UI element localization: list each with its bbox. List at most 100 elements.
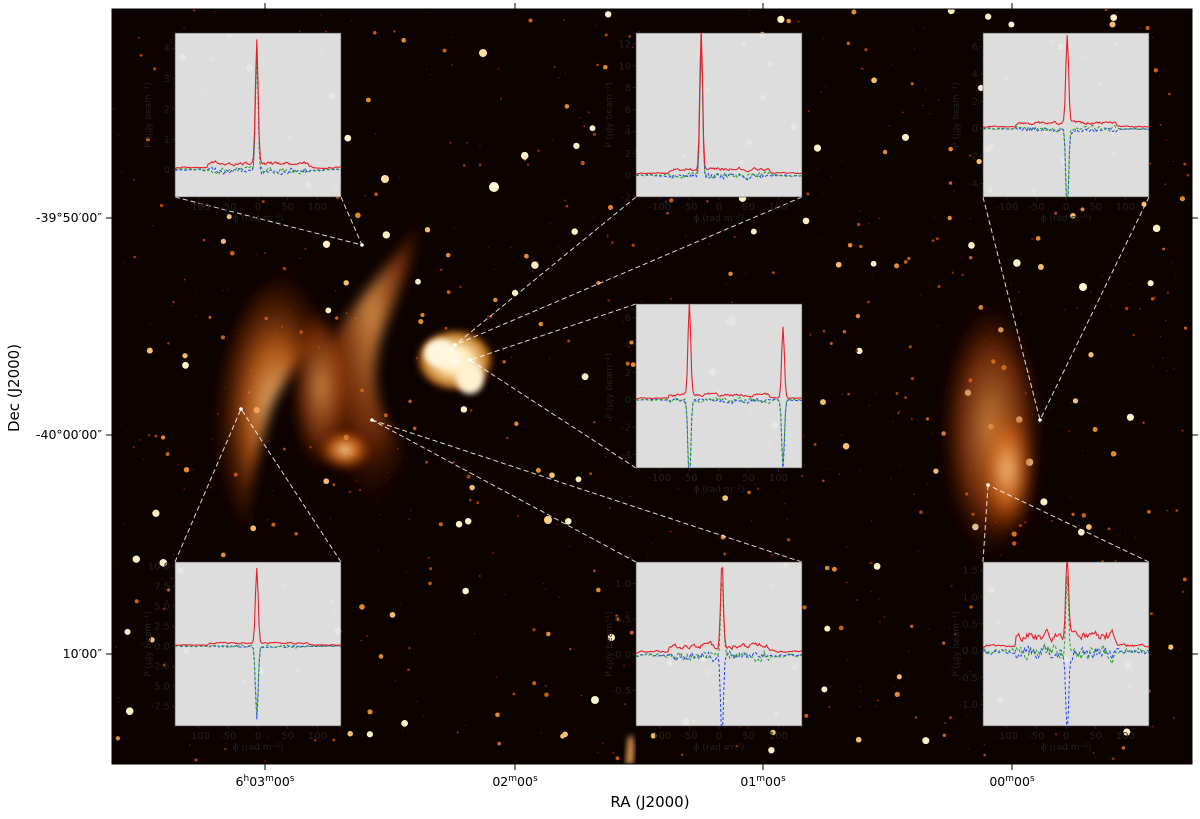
point-source <box>581 471 583 473</box>
point-source <box>557 77 560 79</box>
point-source <box>167 342 170 345</box>
point-source <box>531 261 539 269</box>
inset-x-tick-label: -100 <box>187 202 210 213</box>
point-source <box>904 396 907 399</box>
point-source <box>263 251 266 254</box>
point-source <box>919 510 923 515</box>
point-source <box>670 297 672 300</box>
point-source <box>469 409 473 412</box>
point-source <box>565 204 569 208</box>
inset-plot-area <box>175 39 341 176</box>
point-source <box>708 243 710 245</box>
inset-x-tick-label: -100 <box>648 202 671 213</box>
point-source <box>859 244 863 249</box>
point-source <box>1167 646 1170 648</box>
point-source <box>901 133 910 141</box>
point-source <box>903 260 908 264</box>
point-source <box>609 419 611 421</box>
point-source <box>638 30 641 33</box>
point-source <box>294 532 298 536</box>
point-source <box>902 687 905 689</box>
point-source <box>580 694 583 697</box>
point-source <box>263 760 266 762</box>
point-source <box>161 578 163 580</box>
point-source <box>929 113 931 115</box>
point-source <box>587 111 590 114</box>
point-source <box>329 517 332 520</box>
point-source <box>846 581 848 584</box>
point-source <box>847 242 853 248</box>
point-source <box>495 712 500 718</box>
inset-bottom-left: -100 -50 0 50 100 -7.5 -5.0 -2.5 0.0 2.5 5.0 7.5 10.… <box>144 562 342 753</box>
point-source <box>747 490 751 495</box>
point-source <box>592 132 596 136</box>
point-source <box>209 486 212 489</box>
point-source <box>322 240 331 248</box>
point-source <box>942 733 947 738</box>
pointer-target <box>468 358 472 362</box>
point-source <box>157 183 159 185</box>
point-source <box>953 190 955 192</box>
point-source <box>972 589 974 591</box>
point-source <box>624 703 627 706</box>
point-source <box>139 53 143 57</box>
point-source <box>562 731 568 738</box>
point-source <box>1175 615 1177 617</box>
inset-x-tick-label: -50 <box>1028 202 1044 213</box>
point-source <box>442 48 447 53</box>
point-source <box>1101 275 1103 277</box>
y-tick-label: -39°50′00″ <box>36 210 102 225</box>
point-source <box>1181 429 1184 432</box>
point-source <box>1134 536 1136 539</box>
point-source <box>726 748 728 750</box>
inset-x-tick-label: 50 <box>742 202 755 213</box>
point-source <box>601 742 604 744</box>
point-source <box>824 565 830 571</box>
point-source <box>983 753 987 757</box>
point-source <box>910 376 915 381</box>
pointer-line <box>454 196 637 346</box>
point-source <box>478 163 482 167</box>
point-source <box>822 38 824 40</box>
series-P-line <box>175 567 341 647</box>
point-source <box>730 301 733 304</box>
point-source <box>870 590 873 593</box>
point-source <box>1159 123 1162 126</box>
point-source <box>401 729 403 731</box>
point-source <box>1179 649 1181 651</box>
point-source <box>378 654 384 659</box>
pointer-target <box>239 407 243 411</box>
point-source <box>928 628 930 630</box>
point-source <box>160 471 162 473</box>
point-source <box>1123 260 1125 262</box>
inset-y-tick-label: 6 <box>625 313 631 324</box>
point-source <box>127 431 129 433</box>
point-source <box>512 692 516 696</box>
point-source <box>817 168 819 170</box>
point-source <box>1168 92 1171 96</box>
inset-y-tick-label: 2 <box>972 97 978 108</box>
point-source <box>476 501 480 504</box>
pointer-line <box>982 196 1041 421</box>
point-source <box>583 125 586 128</box>
inset-panel <box>635 32 803 198</box>
point-source <box>828 705 831 708</box>
point-source <box>134 599 139 604</box>
point-source <box>495 676 498 678</box>
point-source <box>891 64 893 67</box>
point-source <box>271 522 276 527</box>
point-source <box>1124 306 1129 311</box>
inset-x-label: ϕ (rad m⁻²) <box>1041 743 1092 753</box>
inset-plot-area <box>983 35 1149 197</box>
point-source <box>228 250 231 252</box>
point-source <box>1078 524 1081 526</box>
inset-x-tick-label: 0 <box>255 202 261 213</box>
pointer-target <box>453 343 457 347</box>
inset-x-tick-label: -100 <box>648 473 671 484</box>
point-source <box>944 722 947 725</box>
point-source <box>224 748 227 751</box>
point-source <box>532 259 534 261</box>
point-source <box>549 472 555 479</box>
inset-y-tick-label: 4 <box>164 44 170 55</box>
